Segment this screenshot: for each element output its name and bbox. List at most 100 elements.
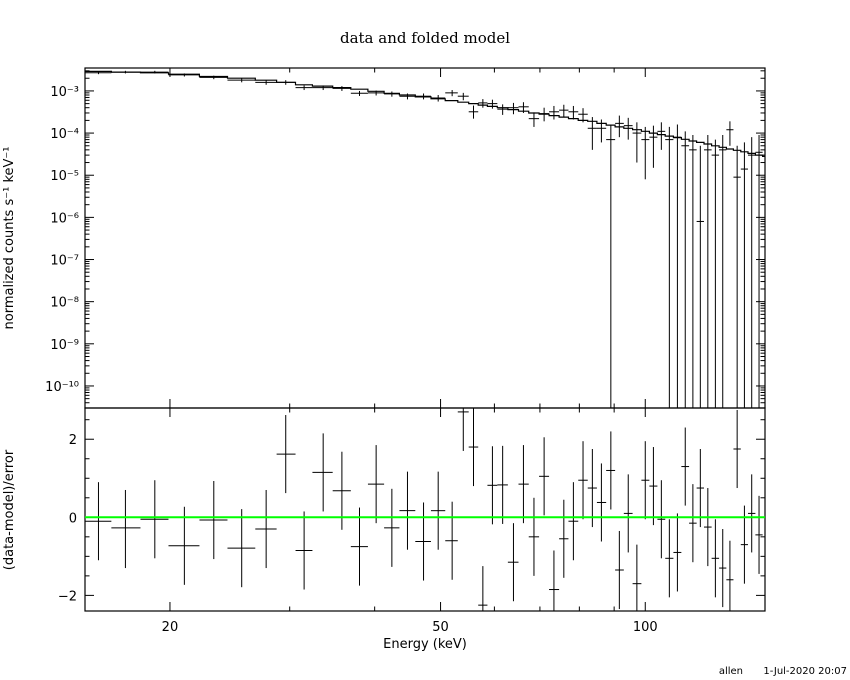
residual-point: [518, 445, 529, 524]
residual-point: [632, 544, 642, 611]
residual-point: [559, 499, 569, 578]
residual-point: [740, 505, 748, 584]
residual-point: [549, 550, 560, 611]
residual-point: [415, 502, 431, 581]
data-point: [518, 102, 529, 113]
data-point: [649, 125, 658, 168]
data-point: [111, 70, 141, 74]
data-point: [276, 80, 296, 85]
data-point: [487, 99, 498, 109]
data-point: [312, 85, 333, 91]
data-point: [615, 115, 624, 138]
data-point: [384, 91, 400, 97]
spectrum-panel-frame: [84, 67, 766, 409]
spectrum-y-axis-label: normalized counts s⁻¹ keV⁻¹: [2, 147, 17, 330]
data-point: [726, 121, 734, 146]
data-point: [606, 124, 616, 408]
residual-point: [312, 433, 333, 512]
model-curve: [85, 70, 765, 157]
spectrum-panel: 10⁻¹⁰ 10⁻⁹ 10⁻⁸ 10⁻⁷ 10⁻⁶ 10⁻⁵ 10⁻⁴ 10⁻³ normal…: [2, 67, 766, 409]
residual-point: [539, 437, 550, 516]
data-point: [578, 108, 588, 123]
model-step-line: [85, 70, 765, 157]
residual-point: [140, 480, 169, 559]
residuals-panel: 20 50 100 −2 0 2 (data-model)/error Energy (k…: [2, 407, 766, 652]
y-tick-label: 2: [69, 433, 77, 448]
residual-point: [85, 482, 112, 561]
data-point: [539, 107, 550, 122]
residual-point: [696, 448, 704, 528]
residual-point: [295, 511, 313, 590]
residual-point: [430, 471, 446, 550]
data-point: [568, 105, 579, 120]
data-point: [528, 112, 540, 127]
residual-point: [733, 409, 741, 489]
residual-point: [587, 448, 597, 528]
residual-point: [657, 480, 666, 559]
y-tick-label: 0: [69, 511, 77, 526]
data-point: [740, 142, 748, 408]
residual-point: [457, 408, 469, 451]
footer-user: allen: [719, 666, 743, 677]
y-tick-label: 10⁻⁷: [50, 254, 79, 269]
data-point: [755, 135, 763, 408]
data-point: [445, 90, 458, 97]
data-point: [641, 126, 650, 180]
data-point: [549, 105, 560, 120]
residuals-panel-frame: [84, 407, 766, 612]
y-tick-label: 10⁻⁴: [50, 127, 79, 142]
residual-point: [111, 489, 141, 569]
residual-point: [641, 441, 650, 520]
residual-point: [367, 445, 385, 524]
residual-point: [528, 497, 540, 576]
residual-point: [596, 463, 607, 542]
footer-timestamp: 1-Jul-2020 20:07: [763, 666, 847, 677]
data-point: [507, 102, 519, 115]
data-point: [665, 126, 674, 408]
data-point: [295, 85, 313, 91]
residual-point: [478, 566, 488, 611]
data-point: [587, 117, 597, 150]
data-point: [457, 92, 469, 101]
x-tick-label: 20: [162, 620, 179, 635]
data-point: [367, 90, 385, 96]
data-point: [85, 71, 112, 75]
data-point: [719, 135, 727, 408]
residual-point: [384, 488, 400, 567]
y-tick-label: 10⁻⁵: [50, 169, 79, 184]
data-point: [415, 93, 431, 100]
data-point: [430, 95, 446, 102]
x-axis-label: Energy (keV): [383, 637, 467, 652]
residual-point: [487, 446, 498, 525]
data-point: [596, 119, 607, 143]
data-point: [711, 139, 720, 408]
residual-point: [399, 471, 416, 550]
data-point: [399, 93, 416, 100]
residual-point: [755, 495, 763, 574]
residual-point: [649, 447, 658, 526]
data-point: [255, 80, 277, 85]
y-tick-label: 10⁻¹⁰: [45, 380, 79, 395]
data-point: [681, 131, 690, 408]
residuals-data-points: [85, 408, 763, 611]
residual-point: [665, 519, 674, 598]
residual-point: [726, 540, 734, 611]
residuals-y-axis-label: (data-model)/error: [2, 449, 17, 570]
residual-point: [623, 474, 633, 553]
data-point: [168, 73, 200, 77]
residual-point: [681, 427, 690, 506]
residual-point: [747, 474, 756, 553]
residual-point: [568, 482, 579, 561]
residual-point: [719, 529, 727, 608]
data-point: [696, 145, 704, 408]
data-point: [747, 137, 756, 408]
residual-point: [227, 509, 256, 588]
data-point: [733, 145, 741, 408]
residual-point: [703, 488, 712, 567]
data-point: [657, 122, 666, 150]
y-tick-label: 10⁻³: [50, 85, 79, 100]
residual-point: [445, 501, 458, 580]
x-tick-label: 50: [432, 620, 449, 635]
data-point: [199, 75, 228, 80]
